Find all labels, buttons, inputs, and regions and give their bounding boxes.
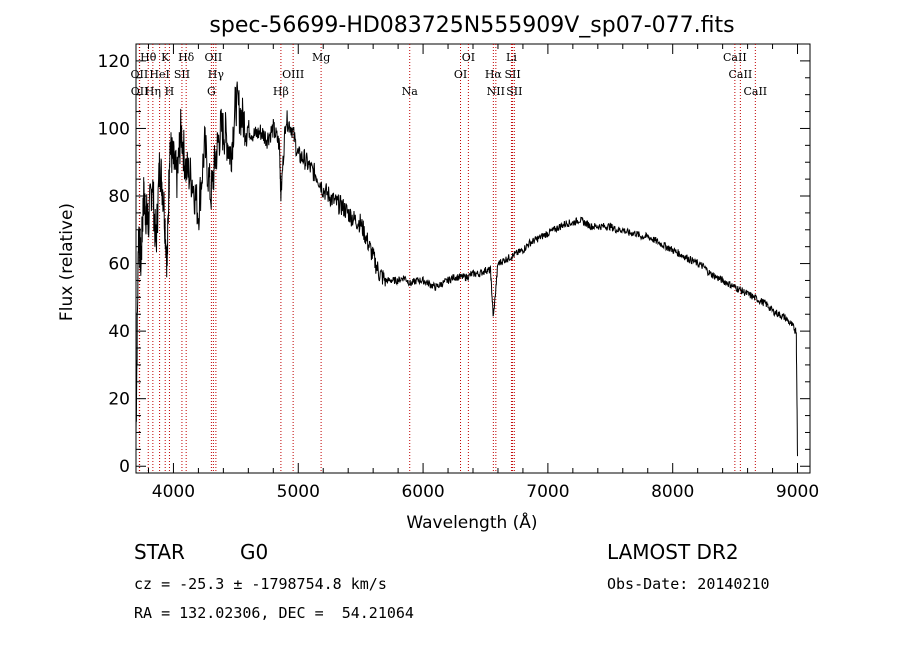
y-tick-label-3: 60 xyxy=(108,255,130,275)
line-label-9: HeI xyxy=(149,68,169,81)
line-label-11: Hγ xyxy=(208,68,225,81)
y-tick-label-2: 40 xyxy=(108,322,130,342)
line-label-5: OI xyxy=(462,51,475,64)
line-label-19: H xyxy=(165,85,175,98)
line-label-15: SII xyxy=(504,68,520,81)
object-subclass: G0 xyxy=(240,540,269,564)
line-label-23: NII xyxy=(487,85,505,98)
line-label-0: Hθ xyxy=(140,51,157,64)
line-label-25: CaII xyxy=(743,85,767,98)
line-label-1: K xyxy=(161,51,170,64)
y-tick-label-1: 20 xyxy=(108,390,130,410)
spectral-line-markers xyxy=(138,44,756,473)
y-axis-label: Flux (relative) xyxy=(57,203,77,321)
chart-title: spec-56699-HD083725N555909V_sp07-077.fit… xyxy=(209,13,734,38)
y-tick-label-5: 100 xyxy=(98,119,130,139)
x-axis-label: Wavelength (Å) xyxy=(406,511,537,533)
spectrum-line xyxy=(135,81,798,457)
y-tick-label-6: 120 xyxy=(98,52,130,72)
object-class: STAR xyxy=(134,540,185,564)
line-label-13: OI xyxy=(454,68,467,81)
line-label-12: OIII xyxy=(282,68,304,81)
x-axis-ticks: 4000 5000 6000 7000 8000 9000 xyxy=(147,44,819,502)
line-label-10: SII xyxy=(174,68,190,81)
line-label-22: Na xyxy=(402,85,419,98)
x-tick-label-5: 9000 xyxy=(776,482,819,502)
line-label-3: OII xyxy=(205,51,223,64)
x-tick-label-2: 6000 xyxy=(401,482,444,502)
plot-frame xyxy=(135,43,811,474)
line-label-6: Li xyxy=(506,51,517,64)
coordinates: RA = 132.02306, DEC = 54.21064 xyxy=(134,604,414,622)
line-label-20: G xyxy=(207,85,216,98)
y-axis-ticks: 0 20 40 60 80 100 120 xyxy=(98,52,810,477)
line-label-7: CaII xyxy=(723,51,747,64)
line-label-16: CaII xyxy=(729,68,753,81)
x-tick-label-3: 7000 xyxy=(526,482,569,502)
survey-name: LAMOST DR2 xyxy=(607,540,739,564)
line-label-24: SII xyxy=(506,85,522,98)
x-tick-label-0: 4000 xyxy=(152,482,195,502)
x-tick-label-1: 5000 xyxy=(277,482,320,502)
redshift-cz: cz = -25.3 ± -1798754.8 km/s xyxy=(134,575,387,593)
line-label-4: Mg xyxy=(312,51,330,64)
line-label-2: Hδ xyxy=(178,51,195,64)
observation-date: Obs-Date: 20140210 xyxy=(607,575,770,593)
line-label-21: Hβ xyxy=(273,85,289,98)
x-tick-label-4: 8000 xyxy=(651,482,694,502)
line-label-17: OII xyxy=(131,85,149,98)
line-label-18: Hη xyxy=(145,85,161,98)
y-tick-label-0: 0 xyxy=(119,457,130,477)
line-label-14: Hα xyxy=(485,68,503,81)
y-tick-label-4: 80 xyxy=(108,187,130,207)
line-label-8: OII xyxy=(131,68,149,81)
